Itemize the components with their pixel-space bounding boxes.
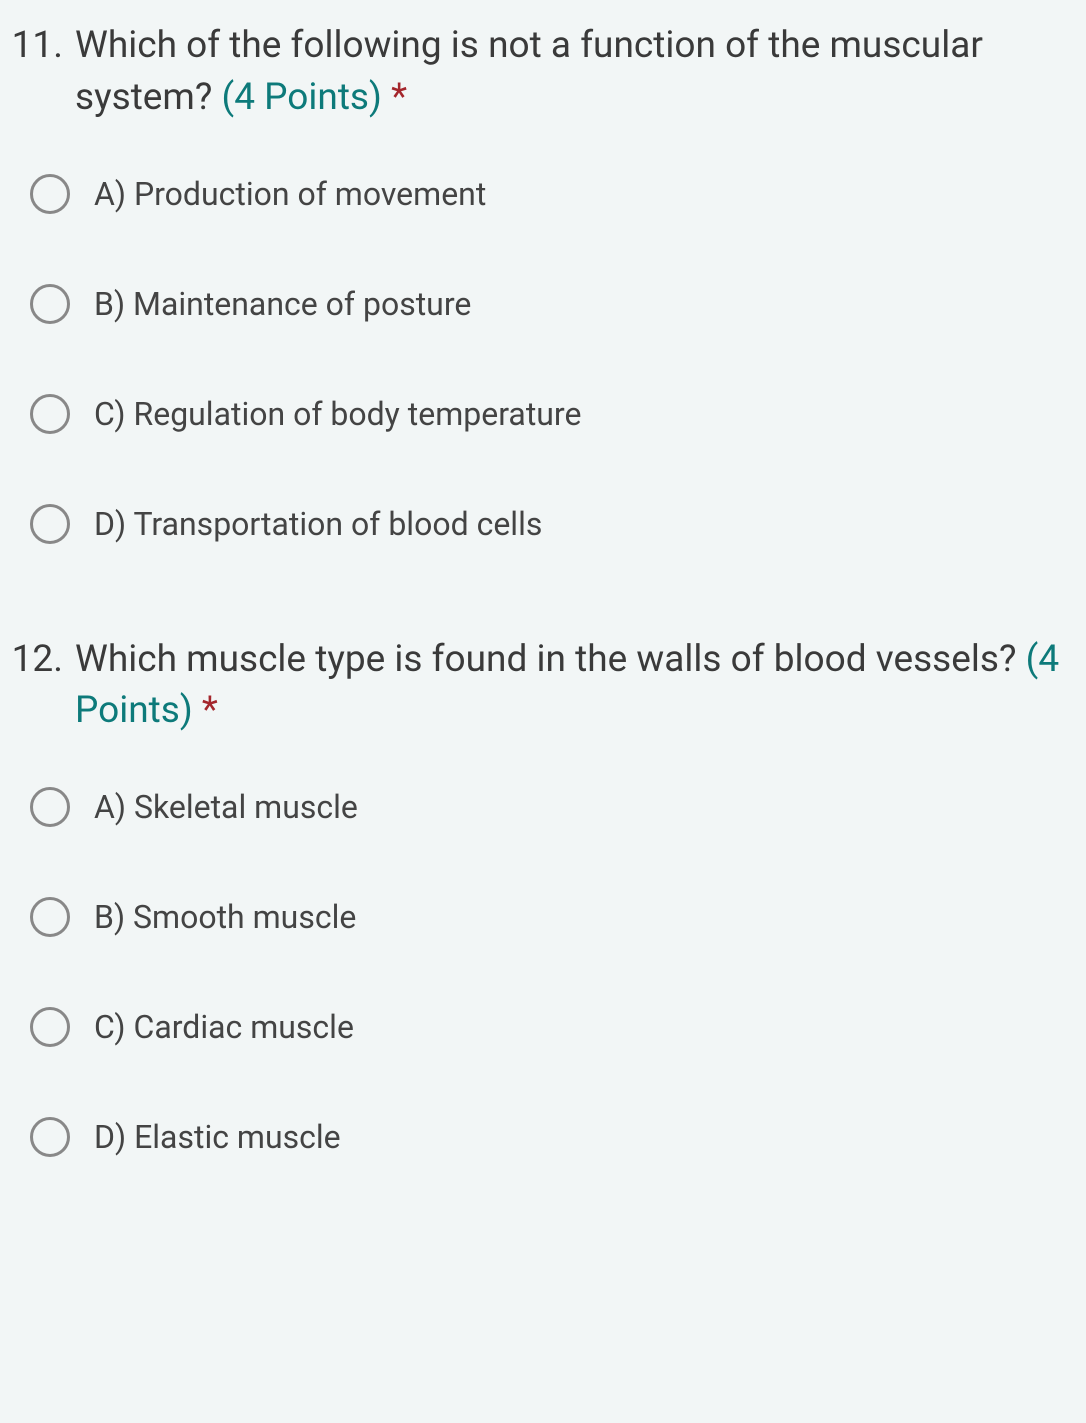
radio-icon[interactable] xyxy=(30,174,70,214)
question-block-12: 12. Which muscle type is found in the wa… xyxy=(0,634,1086,1158)
option-label: A) Production of movement xyxy=(94,175,486,213)
question-number: 11. xyxy=(10,20,75,72)
option-c[interactable]: C) Regulation of body temperature xyxy=(30,394,1086,434)
question-text: Which muscle type is found in the walls … xyxy=(75,634,1066,738)
radio-icon[interactable] xyxy=(30,787,70,827)
question-block-11: 11. Which of the following is not a func… xyxy=(0,20,1086,544)
options-list: A) Production of movement B) Maintenance… xyxy=(0,174,1086,544)
option-label: A) Skeletal muscle xyxy=(94,788,358,826)
radio-icon[interactable] xyxy=(30,284,70,324)
option-d[interactable]: D) Transportation of blood cells xyxy=(30,504,1086,544)
option-label: B) Smooth muscle xyxy=(94,898,356,936)
points-label: (4 Points) xyxy=(222,76,382,119)
options-list: A) Skeletal muscle B) Smooth muscle C) C… xyxy=(0,787,1086,1157)
option-a[interactable]: A) Skeletal muscle xyxy=(30,787,1086,827)
option-b[interactable]: B) Smooth muscle xyxy=(30,897,1086,937)
option-label: C) Cardiac muscle xyxy=(94,1008,354,1046)
required-marker: * xyxy=(391,76,407,119)
required-marker: * xyxy=(202,689,218,732)
radio-icon[interactable] xyxy=(30,394,70,434)
option-d[interactable]: D) Elastic muscle xyxy=(30,1117,1086,1157)
radio-icon[interactable] xyxy=(30,1117,70,1157)
question-text-content: Which muscle type is found in the walls … xyxy=(75,638,1016,681)
option-a[interactable]: A) Production of movement xyxy=(30,174,1086,214)
question-text: Which of the following is not a function… xyxy=(75,20,1066,124)
question-text-content: Which of the following is not a function… xyxy=(75,24,983,119)
option-label: C) Regulation of body temperature xyxy=(94,395,581,433)
question-header: 12. Which muscle type is found in the wa… xyxy=(0,634,1086,738)
option-c[interactable]: C) Cardiac muscle xyxy=(30,1007,1086,1047)
radio-icon[interactable] xyxy=(30,504,70,544)
question-number: 12. xyxy=(10,634,75,686)
radio-icon[interactable] xyxy=(30,1007,70,1047)
option-label: D) Elastic muscle xyxy=(94,1118,341,1156)
option-label: D) Transportation of blood cells xyxy=(94,505,542,543)
option-b[interactable]: B) Maintenance of posture xyxy=(30,284,1086,324)
option-label: B) Maintenance of posture xyxy=(94,285,471,323)
radio-icon[interactable] xyxy=(30,897,70,937)
question-header: 11. Which of the following is not a func… xyxy=(0,20,1086,124)
